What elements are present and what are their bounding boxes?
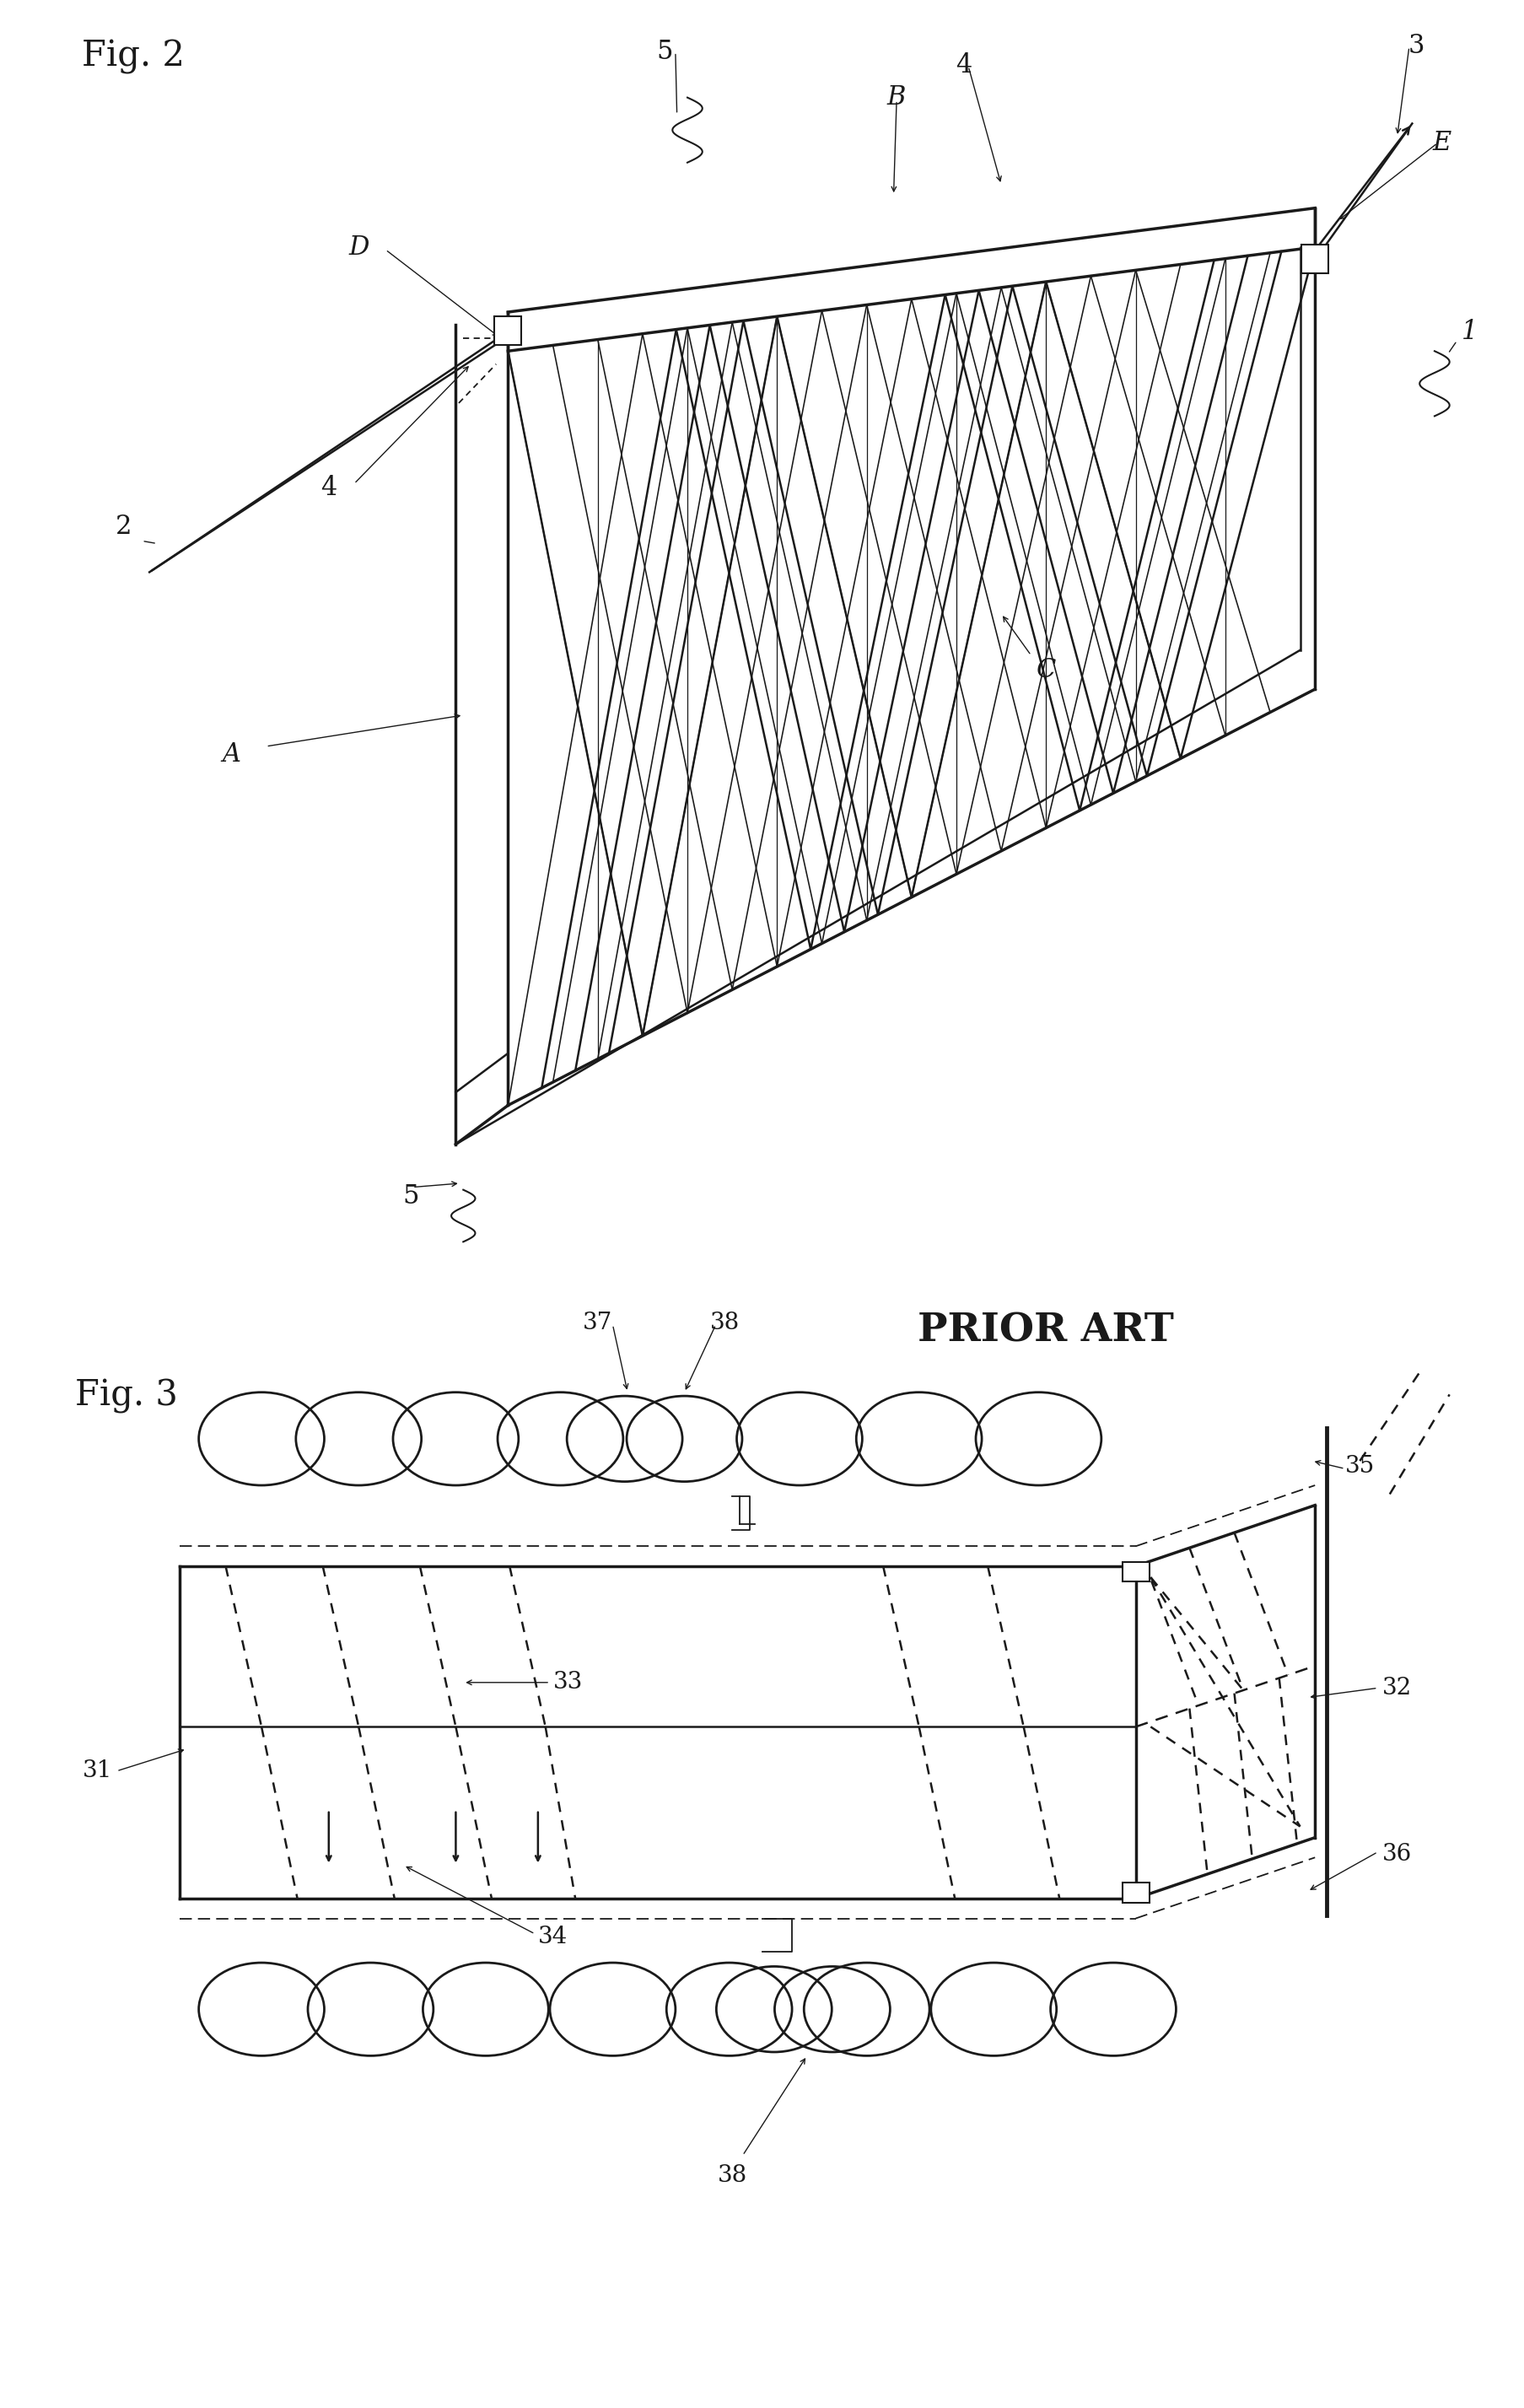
Text: 35: 35: [1344, 1454, 1373, 1479]
Text: 31: 31: [82, 1760, 113, 1782]
Text: Fig. 2: Fig. 2: [82, 39, 184, 75]
Text: D: D: [347, 234, 369, 260]
Text: 32: 32: [1382, 1676, 1411, 1700]
Text: 38: 38: [710, 1312, 739, 1334]
Bar: [1122, 1883, 1149, 1902]
Bar: [1122, 1563, 1149, 1582]
Bar: [494, 315, 521, 344]
Text: Fig. 3: Fig. 3: [75, 1377, 177, 1413]
Text: 5: 5: [657, 39, 672, 65]
Text: 4: 4: [320, 474, 337, 501]
Text: 4: 4: [956, 53, 971, 77]
Text: 5: 5: [402, 1182, 419, 1209]
Text: B: B: [887, 84, 905, 111]
Text: C: C: [1036, 657, 1055, 684]
Bar: [1301, 246, 1327, 272]
Text: 1: 1: [1460, 318, 1477, 344]
Text: 2: 2: [114, 513, 131, 539]
Text: 34: 34: [538, 1926, 567, 1948]
Text: E: E: [1433, 130, 1451, 157]
Text: PRIOR ART: PRIOR ART: [917, 1312, 1173, 1351]
Text: 37: 37: [582, 1312, 613, 1334]
Text: 36: 36: [1382, 1842, 1411, 1866]
Text: A: A: [223, 742, 241, 768]
Text: 3: 3: [1408, 31, 1423, 58]
Text: 38: 38: [716, 2165, 747, 2186]
Text: 33: 33: [553, 1671, 582, 1693]
